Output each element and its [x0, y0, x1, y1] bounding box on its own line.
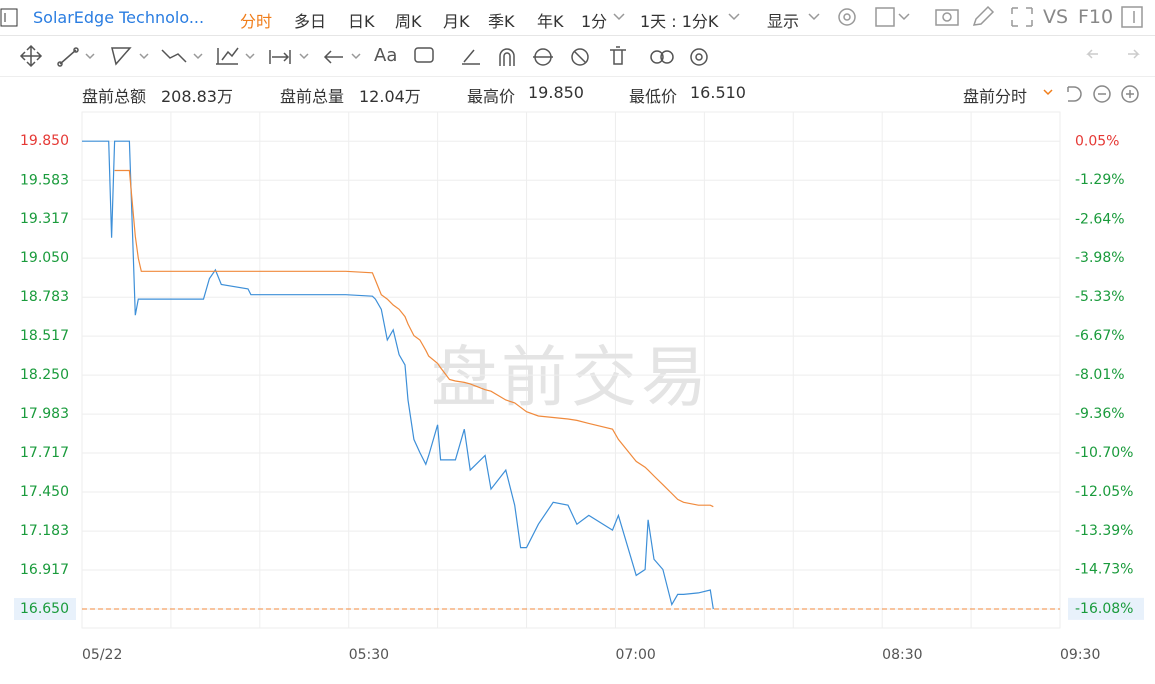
panel-icon[interactable]	[0, 8, 20, 28]
y2-tick-label: -2.64%	[1075, 211, 1125, 227]
last-price-bg	[14, 597, 76, 620]
text-tool[interactable]: Aa	[374, 45, 398, 66]
mode-icons	[1043, 85, 1139, 103]
price-line	[114, 169, 714, 508]
symbol[interactable]: SolarEdge Technolo...	[33, 8, 205, 27]
y2-tick-label: 0.05%	[1075, 133, 1119, 149]
y-tick-label: 19.317	[20, 211, 69, 227]
y2-tick-label: -13.39%	[1075, 523, 1133, 539]
top-bar: SolarEdge Technolo... 分时 多日 日K 周K 月K 季K …	[0, 0, 1155, 36]
y-tick-label: 18.517	[20, 328, 69, 344]
stat-label: 盘前总量	[280, 87, 345, 106]
x-tick-label: 07:00	[615, 647, 655, 663]
x-tick-label: 05:30	[349, 647, 389, 663]
y-tick-label: 17.717	[20, 445, 69, 461]
tab[interactable]: 周K	[395, 12, 422, 31]
stat-label: 最低价	[629, 87, 678, 106]
y-tick-label: 17.983	[20, 406, 69, 422]
y2-tick-label: -3.98%	[1075, 250, 1125, 266]
y-tick-label: 18.783	[20, 289, 69, 305]
y2-tick-label: -8.01%	[1075, 367, 1125, 383]
y2-tick-label: -10.70%	[1075, 445, 1133, 461]
y2-tick-label: -14.73%	[1075, 562, 1133, 578]
y-tick-label: 18.250	[20, 367, 69, 383]
tab[interactable]: 1天 : 1分K	[640, 12, 719, 31]
last-pct-bg	[1068, 597, 1144, 620]
tab[interactable]: 季K	[488, 12, 515, 31]
tab[interactable]: 年K	[537, 12, 564, 31]
y2-tick-label: -5.33%	[1075, 289, 1125, 305]
tab[interactable]: 日K	[348, 12, 375, 31]
stat-value: 12.04万	[359, 87, 421, 106]
y-tick-label: 19.850	[20, 133, 69, 149]
y2-tick-label: -6.67%	[1075, 328, 1125, 344]
tab[interactable]: 显示	[767, 12, 800, 31]
drawing-toolbar: Aa	[0, 36, 1155, 77]
tab[interactable]: VS	[1043, 6, 1069, 28]
x-tick-label: 08:30	[882, 647, 922, 663]
y-tick-label: 16.917	[20, 562, 69, 578]
tab[interactable]: 多日	[294, 12, 327, 31]
stat-label: 最高价	[467, 87, 516, 106]
stat-label: 盘前总额	[82, 87, 147, 106]
y-tick-label: 16.650	[20, 601, 69, 617]
y2-tick-label: -16.08%	[1075, 601, 1133, 617]
plot-frame	[81, 111, 1061, 629]
y-tick-label: 19.583	[20, 172, 69, 188]
tab[interactable]: 月K	[443, 12, 470, 31]
y-tick-label: 17.450	[20, 484, 69, 500]
stat-value: 208.83万	[161, 87, 233, 106]
tool-icons	[19, 44, 1140, 68]
top-icons	[613, 5, 1143, 28]
y-tick-label: 17.183	[20, 523, 69, 539]
x-tick-label: 09:30	[1060, 647, 1100, 663]
tab[interactable]: F10	[1078, 6, 1114, 28]
price-line	[82, 140, 714, 610]
y2-tick-label: -9.36%	[1075, 406, 1125, 422]
y2-tick-label: -12.05%	[1075, 484, 1133, 500]
tab[interactable]: 分时	[240, 12, 273, 31]
y-tick-label: 19.050	[20, 250, 69, 266]
tab[interactable]: 1分	[581, 12, 608, 31]
stat-value: 16.510	[690, 83, 746, 102]
watermark: 盘前交易	[431, 339, 711, 416]
chart-mode[interactable]: 盘前分时	[963, 87, 1028, 106]
stat-value: 19.850	[528, 83, 584, 102]
x-tick-label: 05/22	[82, 647, 122, 663]
y2-tick-label: -1.29%	[1075, 172, 1125, 188]
